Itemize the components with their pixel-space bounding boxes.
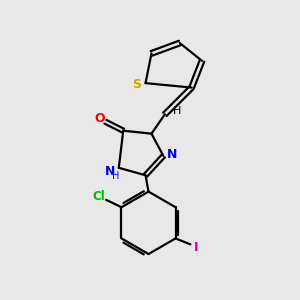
Text: N: N	[105, 165, 115, 178]
Text: I: I	[194, 241, 199, 254]
Text: Cl: Cl	[92, 190, 105, 203]
Text: S: S	[132, 78, 141, 91]
Text: H: H	[173, 106, 182, 116]
Text: O: O	[94, 112, 105, 125]
Text: N: N	[167, 148, 177, 161]
Text: H: H	[112, 171, 119, 181]
